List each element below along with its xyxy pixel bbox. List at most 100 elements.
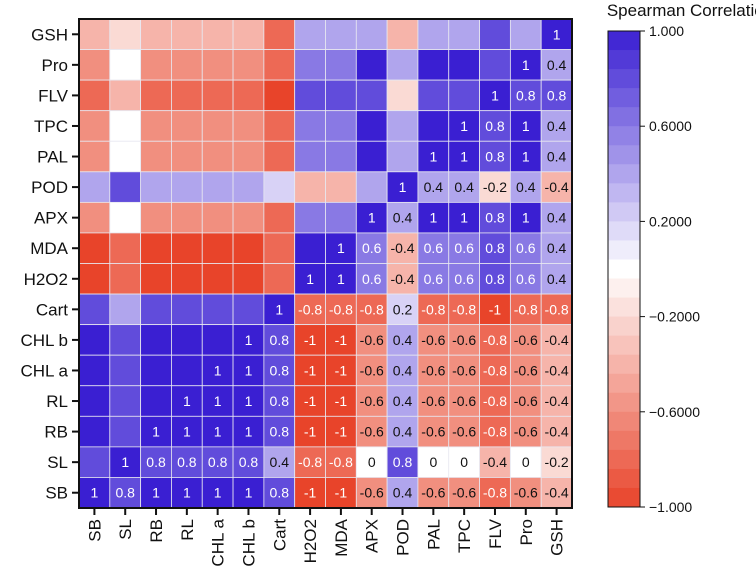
heatmap-cell — [109, 354, 142, 387]
cell-value-label: 1 — [245, 424, 253, 440]
cell-value-label: 0.2 — [393, 301, 413, 317]
heatmap-cell — [171, 354, 203, 387]
heatmap-cell — [355, 201, 388, 234]
heatmap-cell — [232, 385, 265, 417]
cell-value-label: -0.4 — [390, 240, 414, 256]
cell-value-label: 1 — [491, 87, 499, 103]
heatmap-cell — [540, 171, 573, 203]
cell-value-label: 1 — [214, 424, 222, 440]
heatmap-cell — [232, 232, 265, 264]
heatmap-cell — [355, 79, 388, 112]
heatmap-cell — [109, 324, 142, 356]
heatmap-cell — [140, 18, 172, 50]
heatmap-cell — [479, 110, 511, 142]
heatmap-cell — [109, 201, 142, 234]
heatmap-cell — [201, 79, 234, 112]
cell-value-label: 1 — [522, 149, 530, 165]
cell-value-label: -0.6 — [514, 332, 538, 348]
heatmap-cell — [78, 140, 111, 173]
heatmap-cell — [509, 49, 542, 81]
colorbar-step — [608, 69, 640, 89]
heatmap-cell — [171, 140, 203, 173]
cell-value-label: -1 — [335, 393, 348, 409]
cell-value-label: 0.4 — [547, 57, 567, 73]
heatmap-cell — [171, 232, 203, 264]
heatmap-cell — [540, 446, 573, 478]
cell-value-label: -1 — [304, 393, 317, 409]
heatmap-cell — [263, 79, 296, 112]
cell-value-label: -1 — [335, 485, 348, 501]
heatmap-cell — [479, 477, 511, 509]
cell-value-label: -0.4 — [545, 179, 569, 195]
heatmap-cell — [201, 324, 234, 356]
heatmap-cell — [201, 354, 234, 387]
colorbar-tick-label: −0.6000 — [649, 404, 700, 420]
heatmap-cell — [171, 385, 203, 417]
cell-value-label: 1 — [399, 179, 407, 195]
colorbar-step — [608, 221, 640, 241]
cell-value-label: -0.6 — [360, 393, 384, 409]
cell-value-label: 0.8 — [146, 454, 166, 470]
heatmap-cell — [540, 232, 573, 264]
heatmap-cell — [232, 477, 265, 509]
colorbar-step — [608, 278, 640, 299]
heatmap-cell — [294, 171, 326, 203]
heatmap-cell — [140, 263, 172, 295]
heatmap-cell — [232, 171, 265, 203]
heatmap-cell — [171, 171, 203, 203]
heatmap-cell — [232, 79, 265, 112]
colorbar-step — [608, 88, 640, 108]
heatmap-cell — [232, 354, 265, 387]
heatmap-cell — [386, 171, 419, 203]
x-tick-label: FLV — [486, 518, 505, 549]
cell-value-label: 1 — [183, 393, 191, 409]
cell-value-label: 1 — [522, 210, 530, 226]
cell-value-label: -1 — [304, 362, 317, 378]
heatmap-cell — [417, 477, 450, 509]
heatmap-cell — [386, 477, 419, 509]
heatmap-cell — [140, 49, 172, 81]
heatmap-cell — [540, 263, 573, 295]
heatmap-cell — [263, 171, 296, 203]
cell-value-label: -0.6 — [452, 332, 476, 348]
cell-value-label: 0.6 — [424, 240, 444, 256]
x-tick-label: Pro — [517, 519, 536, 545]
heatmap-cell — [448, 263, 480, 295]
heatmap-cell — [386, 293, 419, 326]
heatmap-cell — [448, 385, 480, 417]
x-tick-label: SB — [85, 519, 104, 542]
heatmap-cell — [263, 415, 296, 448]
colorbar-step — [608, 430, 640, 451]
cell-value-label: 1 — [245, 362, 253, 378]
heatmap-cell — [509, 446, 542, 478]
colorbar-tick-label: −0.2000 — [649, 309, 700, 325]
colorbar-tick-label: 0.6000 — [649, 118, 692, 134]
x-tick-label: CHL a — [209, 518, 228, 566]
colorbar-step — [608, 487, 640, 508]
heatmap-cell — [479, 49, 511, 81]
heatmap-cell — [294, 18, 326, 50]
colorbar-step — [608, 50, 640, 70]
cell-value-label: 0.6 — [454, 240, 474, 256]
cell-value-label: 1 — [214, 485, 222, 501]
heatmap-cell — [479, 385, 511, 417]
heatmap-cell — [479, 415, 511, 448]
cell-value-label: -1 — [489, 301, 502, 317]
colorbar-step — [608, 145, 640, 165]
cell-value-label: 1 — [522, 57, 530, 73]
plot-frame — [78, 18, 573, 509]
heatmap-cell — [263, 293, 296, 326]
cell-value-label: 1 — [460, 118, 468, 134]
cell-value-label: 1 — [275, 301, 283, 317]
heatmap-cell — [386, 324, 419, 356]
x-tick-label: TPC — [455, 519, 474, 553]
cell-value-label: -0.6 — [421, 362, 445, 378]
heatmap-cell — [140, 140, 172, 173]
cell-value-label: -0.6 — [360, 332, 384, 348]
heatmap-cell — [201, 140, 234, 173]
heatmap-cell — [294, 79, 326, 112]
y-tick-label: RL — [46, 392, 68, 411]
heatmap-cell — [417, 293, 450, 326]
cell-value-label: -0.6 — [514, 362, 538, 378]
